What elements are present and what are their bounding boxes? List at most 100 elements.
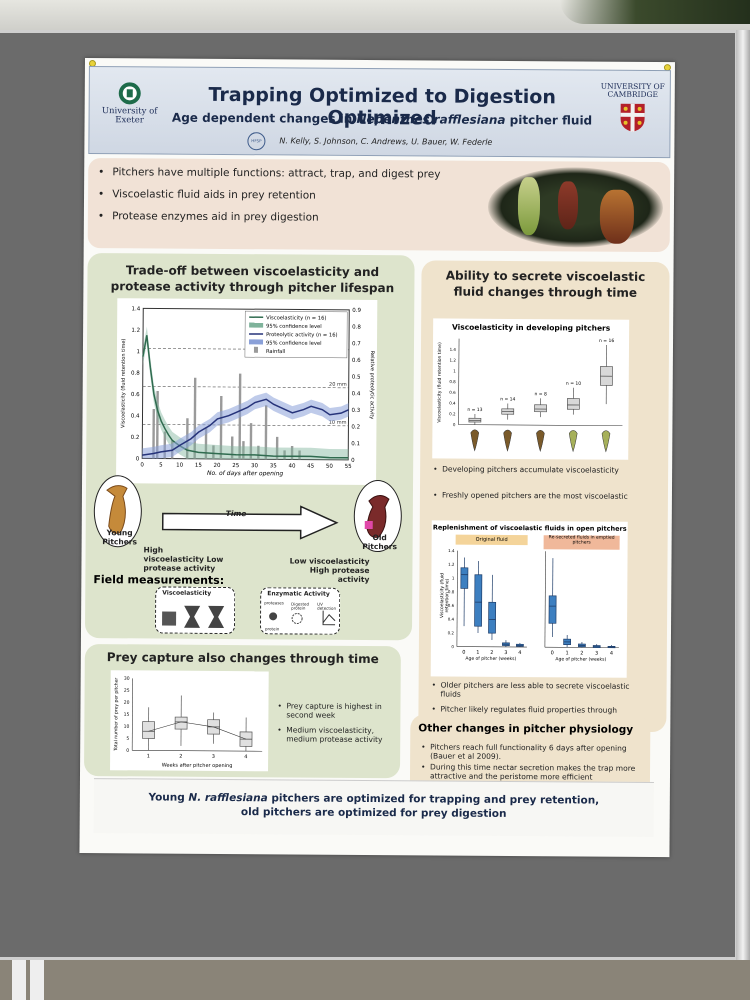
y-axis-line <box>131 678 133 751</box>
rainfall-bar <box>264 405 268 460</box>
young-pitcher-oval <box>93 475 143 548</box>
prey-bullet: Prey capture is highest in second week <box>286 701 396 721</box>
stand-leg <box>30 960 44 1000</box>
x-tick-label: 5 <box>159 463 163 469</box>
y2-tick-label: 0.9 <box>352 308 361 314</box>
x-axis-label: No. of days after opening <box>207 470 283 478</box>
y-tick-label: 1.4 <box>131 306 140 312</box>
y-tick-label: 0.4 <box>449 401 456 406</box>
pitcher-image <box>557 181 579 230</box>
legend-swatch <box>249 322 264 328</box>
rainfall-bar <box>249 423 253 460</box>
secrete-title: Ability to secrete viscoelastic fluid ch… <box>445 268 646 300</box>
x-tick-label: 2 <box>580 650 583 655</box>
secrete-bullet: Developing pitchers accumulate viscoelas… <box>442 465 642 476</box>
rainfall-bar <box>275 436 279 460</box>
viscoelasticity-icon <box>162 605 225 628</box>
y-tick-label: 20 <box>124 700 130 706</box>
board-frame <box>736 30 750 1000</box>
developing-chart: Viscoelasticity in developing pitchers n… <box>432 318 630 460</box>
rain-ref-line <box>142 424 349 427</box>
viscoelasticity-box-title: Viscoelasticity <box>162 589 212 597</box>
cambridge-shield-icon <box>620 103 645 132</box>
enzymatic-box-title: Enzymatic Activity <box>267 590 330 598</box>
stand-leg <box>12 960 26 1000</box>
x-tick-label: 40 <box>288 463 296 469</box>
y-tick-label: 0.8 <box>449 379 456 384</box>
y-tick-label: 0.6 <box>449 390 456 395</box>
enzymatic-activity-box: Enzymatic Activity proteases Digested pr… <box>259 587 341 635</box>
replenishment-chart: Replenishment of viscoelastic fluids in … <box>430 520 628 678</box>
intro-bullet: Pitchers have multiple functions: attrac… <box>98 166 440 180</box>
pitcher-stage-icon <box>470 429 480 452</box>
y-tick-label: 1.4 <box>448 548 455 553</box>
other-title: Other changes in pitcher physiology <box>418 722 634 736</box>
rain-ref-label: 20 mm <box>329 382 347 388</box>
n-label: n = 10 <box>566 381 581 387</box>
y-tick-label: 0 <box>126 748 129 754</box>
x-tick-label: 1 <box>476 650 479 656</box>
x-tick-label: 4 <box>244 754 247 760</box>
intro-section: Pitchers have multiple functions: attrac… <box>87 158 671 253</box>
y-axis-label: Total number of prey per pitcher <box>113 678 120 752</box>
y-tick-label: 0.4 <box>448 617 455 622</box>
authors: N. Kelly, S. Johnson, C. Andrews, U. Bau… <box>279 136 493 147</box>
time-label: Time <box>225 508 247 519</box>
y-tick-label: 25 <box>124 688 130 694</box>
x-tick-label: 2 <box>179 754 182 760</box>
y-axis-label: Viscoelasticity (fluid retention time) <box>436 342 443 423</box>
x-tick-label: 0 <box>140 462 144 468</box>
enzymatic-box-label: proteases <box>264 600 284 606</box>
x-tick-label: 30 <box>251 463 259 469</box>
x-tick-label: 25 <box>232 463 240 469</box>
tradeoff-panel: Trade-off between viscoelasticity and pr… <box>84 253 415 641</box>
y-tick-label: 1.2 <box>450 358 457 363</box>
y-tick-label: 0 <box>451 644 454 649</box>
tradeoff-title: Trade-off between viscoelasticity and pr… <box>110 263 395 295</box>
pitcher-photo <box>487 166 664 249</box>
intro-list: Pitchers have multiple functions: attrac… <box>98 166 441 234</box>
plant-foliage <box>560 0 750 24</box>
other-bullet: Pitchers reach full functionality 6 days… <box>430 742 640 762</box>
y2-tick-label: 0.4 <box>352 391 361 397</box>
prey-panel: Prey capture also changes through time 1… <box>83 644 401 779</box>
y-tick-label: 5 <box>126 736 129 742</box>
x-tick-label: 2 <box>490 650 493 656</box>
y2-tick-label: 0.5 <box>352 375 361 381</box>
chart-legend: Viscoelasticity (n = 16) 95% confidence l… <box>244 310 348 359</box>
protease-line <box>142 398 349 456</box>
pitcher-stage-icon <box>536 429 545 452</box>
cambridge-name: UNIVERSITY OF CAMBRIDGE <box>600 81 665 99</box>
y-axis-label: Viscoelasticity (fluid retention time) <box>120 339 127 428</box>
y-tick-label: 0.2 <box>448 630 455 635</box>
x-tick-label: 45 <box>307 464 315 470</box>
secrete-bullet: Older pitchers are less able to secrete … <box>441 680 641 700</box>
pitcher-stage-icon <box>601 430 611 453</box>
y-tick-label: 0.6 <box>448 603 455 608</box>
x-tick-label: 50 <box>326 464 334 470</box>
young-pitcher-icon <box>106 485 128 534</box>
rainfall-bar <box>230 436 234 460</box>
secrete-bullet: Freshly opened pitchers are the most vis… <box>442 491 642 502</box>
y2-tick-label: 0.3 <box>352 408 361 414</box>
y2-tick-label: 0.1 <box>351 441 360 447</box>
median-trend-line <box>148 721 247 740</box>
floor <box>0 960 750 1000</box>
poster-header: University of Exeter Trapping Optimized … <box>88 66 671 159</box>
enzyme-icon <box>269 610 336 626</box>
replenishment-ylabel: Viscoelasticity (fluid retention time) <box>440 572 451 619</box>
legend-entry: Rainfall <box>266 349 285 355</box>
box <box>142 721 155 739</box>
legend-box <box>244 310 348 359</box>
x-tick-label: 0 <box>462 650 465 656</box>
x-tick-label: 3 <box>212 754 215 760</box>
y-tick-label: 0.4 <box>131 413 140 419</box>
exeter-name: University of Exeter <box>101 106 158 126</box>
y-tick-label: 0.6 <box>131 392 140 398</box>
pitcher-stage-icon <box>568 430 578 453</box>
y-tick-label: 1 <box>453 368 456 373</box>
box <box>548 595 557 624</box>
young-pitcher-label: Young Pitchers <box>102 528 137 547</box>
y-tick-label: 0 <box>453 422 456 427</box>
